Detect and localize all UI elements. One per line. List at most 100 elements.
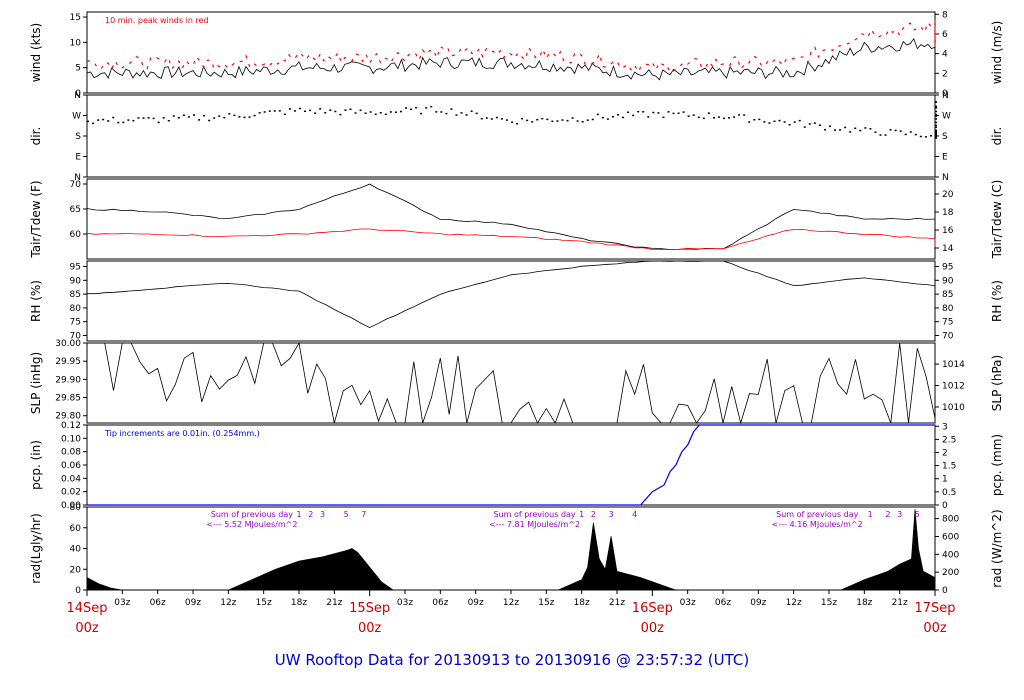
- radiation-marker: 7: [361, 510, 366, 519]
- direction-point: [283, 113, 286, 116]
- y-tick-label-left: 95: [70, 263, 81, 273]
- direction-point: [480, 117, 483, 120]
- direction-point: [278, 110, 281, 112]
- y-tick-label-left: 15: [70, 13, 81, 23]
- direction-point: [874, 131, 877, 133]
- direction-point: [127, 119, 130, 121]
- x-tick-label: 15z: [256, 598, 272, 608]
- tair-line: [86, 183, 936, 250]
- y-axis-label-left: dir.: [29, 127, 43, 146]
- direction-point: [778, 119, 781, 122]
- y-tick-label-left: 60: [70, 230, 82, 240]
- direction-point: [551, 120, 554, 123]
- y-tick-label-left: 0.02: [61, 488, 81, 498]
- x-tick-label: 21z: [609, 598, 625, 608]
- y-axis-label-right: wind (m/s): [990, 21, 1004, 85]
- direction-point: [657, 112, 660, 114]
- direction-point: [162, 117, 165, 119]
- direction-point: [410, 108, 413, 111]
- direction-point: [516, 122, 519, 125]
- y-tick-label-right: 3: [942, 422, 948, 432]
- daily-sum-value: <--- 5.52 MJoules/m^2: [206, 520, 297, 529]
- direction-point: [783, 121, 786, 123]
- y-axis-label-right: pcp. (mm): [990, 434, 1004, 496]
- direction-point: [455, 114, 458, 116]
- direction-point: [203, 114, 206, 117]
- x-tick-label: 03z: [680, 598, 696, 608]
- direction-point: [319, 108, 322, 110]
- y-axis-label-right: SLP (hPa): [990, 355, 1004, 411]
- radiation-marker: 1: [579, 510, 584, 519]
- rh-line: [87, 260, 936, 336]
- direction-point: [935, 113, 937, 116]
- y-tick-label-right: 20: [942, 190, 954, 200]
- direction-point: [652, 111, 655, 114]
- direction-point: [258, 112, 261, 114]
- direction-point: [420, 112, 423, 115]
- direction-point: [364, 112, 367, 114]
- 10-min-peak-winds-line: [86, 19, 936, 74]
- direction-point: [753, 118, 756, 121]
- direction-point: [288, 108, 291, 110]
- direction-point: [682, 111, 685, 113]
- direction-point: [839, 129, 842, 131]
- direction-point: [803, 126, 806, 128]
- x-tick-label: 18z: [574, 598, 590, 608]
- y-tick-label-left: 29.95: [55, 357, 81, 367]
- y-tick-label-right: 1012: [942, 382, 965, 392]
- direction-point: [935, 126, 937, 128]
- direction-point: [500, 118, 503, 120]
- direction-point: [167, 119, 170, 122]
- x-tick-label: 09z: [750, 598, 766, 608]
- direction-point: [929, 135, 932, 137]
- y-tick-label-right: 0.5: [942, 488, 956, 498]
- direction-point: [879, 134, 882, 136]
- panel-frame-wind: [86, 11, 936, 94]
- direction-point: [919, 135, 922, 138]
- direction-point: [430, 105, 433, 108]
- y-axis-label-left: wind (kts): [29, 23, 43, 82]
- direction-point: [324, 112, 327, 114]
- direction-point: [238, 116, 241, 118]
- direction-point: [405, 107, 407, 109]
- y-tick-label-left: S: [75, 132, 81, 142]
- direction-point: [268, 110, 271, 112]
- direction-point: [667, 111, 670, 113]
- y-axis-label-left: Tair/Tdew (F): [29, 180, 43, 258]
- direction-point: [531, 121, 534, 123]
- y-tick-label-right: 0: [942, 501, 948, 511]
- direction-point: [228, 113, 231, 115]
- direction-point: [904, 133, 907, 136]
- direction-point: [218, 115, 221, 117]
- direction-point: [935, 115, 937, 117]
- x-tick-label: 18z: [291, 598, 307, 608]
- direction-point: [208, 119, 211, 122]
- y-tick-label-right: 85: [942, 290, 953, 300]
- direction-point: [823, 128, 826, 131]
- y-tick-label-right: 2: [942, 69, 948, 79]
- direction-point: [122, 121, 125, 124]
- direction-point: [773, 120, 776, 123]
- direction-point: [253, 114, 256, 117]
- y-tick-label-left: N: [74, 91, 81, 101]
- x-tick-label: 15z: [821, 598, 837, 608]
- direction-point: [697, 116, 700, 119]
- direction-point: [97, 119, 100, 121]
- direction-point: [354, 112, 357, 114]
- direction-point: [692, 114, 695, 116]
- direction-point: [137, 117, 140, 119]
- direction-point: [627, 111, 630, 114]
- direction-point: [521, 117, 524, 120]
- direction-point: [662, 116, 665, 119]
- direction-point: [329, 109, 332, 111]
- direction-point: [935, 134, 937, 136]
- y-tick-label-right: 0: [942, 586, 948, 596]
- direction-point: [344, 109, 347, 111]
- direction-point: [849, 131, 852, 133]
- x-tick-label: 03z: [114, 598, 130, 608]
- x-day-time: 00z: [641, 621, 665, 636]
- panel-frame-temperature: [86, 178, 936, 260]
- direction-point: [389, 111, 392, 113]
- direction-point: [147, 117, 150, 119]
- direction-point: [309, 109, 312, 112]
